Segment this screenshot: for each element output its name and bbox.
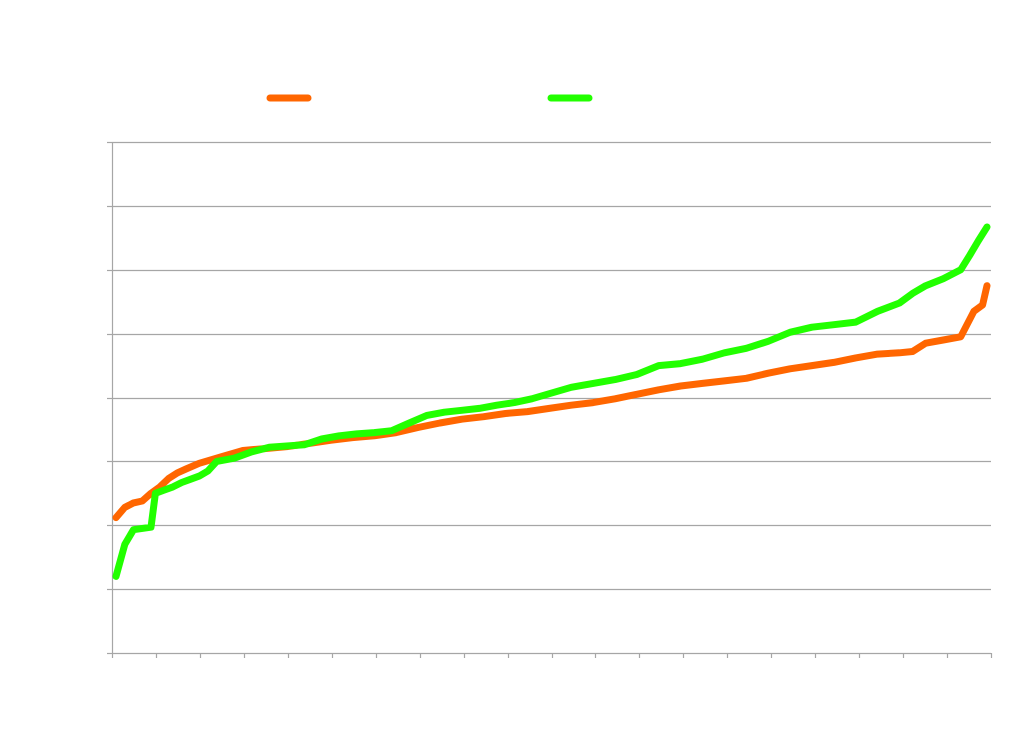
axes <box>107 141 993 658</box>
series-line-2 <box>112 223 991 580</box>
series-line-1 <box>112 282 991 522</box>
series-lines <box>112 223 991 580</box>
gridlines <box>112 141 991 591</box>
